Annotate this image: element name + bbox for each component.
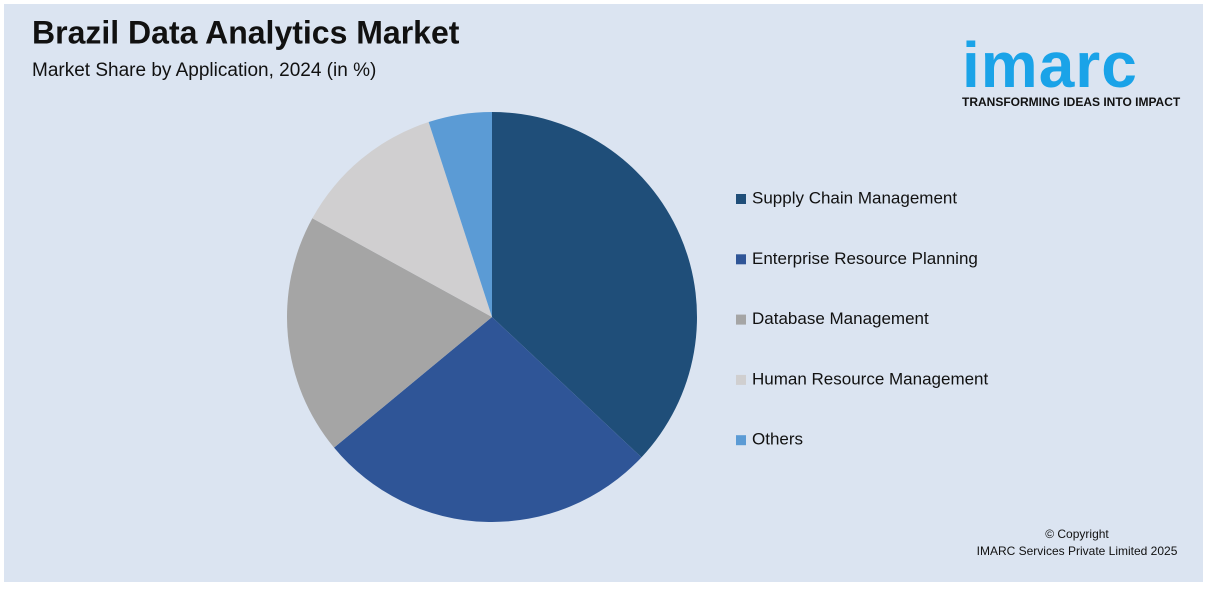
legend-swatch: [736, 254, 746, 265]
legend-label: Database Management: [752, 309, 929, 328]
legend-swatch: [736, 314, 746, 325]
chart-title: Brazil Data Analytics Market: [32, 14, 460, 50]
legend-label: Enterprise Resource Planning: [752, 249, 978, 268]
pie-slice: [492, 112, 697, 458]
logo: imarc: [962, 29, 1138, 101]
pie-slice: [428, 112, 492, 317]
pie-slice: [287, 218, 492, 448]
pie-slice: [312, 122, 492, 317]
legend-swatch: [736, 435, 746, 446]
pie-slice: [334, 317, 642, 522]
legend-label: Supply Chain Management: [752, 188, 957, 207]
copyright: © Copyright: [1045, 527, 1109, 541]
company: IMARC Services Private Limited 2025: [977, 544, 1178, 558]
chart-subtitle: Market Share by Application, 2024 (in %): [32, 60, 376, 81]
legend-label: Human Resource Management: [752, 369, 989, 388]
legend-swatch: [736, 194, 746, 204]
tagline: TRANSFORMING IDEAS INTO IMPACT: [962, 95, 1181, 109]
legend-label: Others: [752, 430, 803, 449]
legend-swatch: [736, 374, 746, 385]
